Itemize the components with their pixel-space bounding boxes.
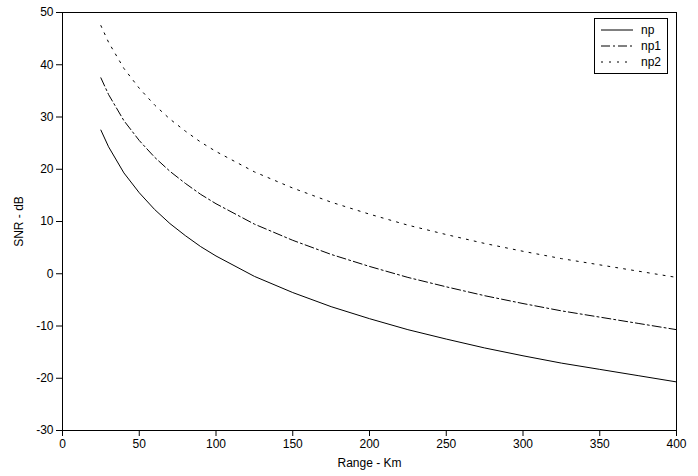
svg-text:-20: -20 <box>36 371 54 385</box>
svg-text:50: 50 <box>133 437 147 451</box>
svg-text:-10: -10 <box>36 319 54 333</box>
svg-text:-30: -30 <box>36 423 54 437</box>
html-text:np: np <box>641 23 655 37</box>
svg-text:400: 400 <box>666 437 686 451</box>
svg-text:200: 200 <box>359 437 379 451</box>
svg-text:30: 30 <box>40 110 54 124</box>
svg-text:10: 10 <box>40 214 54 228</box>
svg-text:50: 50 <box>40 5 54 19</box>
svg-text:0: 0 <box>59 437 66 451</box>
svg-text:350: 350 <box>590 437 610 451</box>
svg-text:300: 300 <box>513 437 533 451</box>
svg-text:40: 40 <box>40 58 54 72</box>
svg-text:20: 20 <box>40 162 54 176</box>
svg-text:100: 100 <box>206 437 226 451</box>
svg-text:250: 250 <box>436 437 456 451</box>
svg-text:0: 0 <box>47 267 54 281</box>
svg-text:150: 150 <box>283 437 303 451</box>
svg-text:Range - Km: Range - Km <box>337 456 401 470</box>
svg-text:SNR - dB: SNR - dB <box>12 196 26 247</box>
html-text:np1: np1 <box>641 39 661 53</box>
html-text:np2: np2 <box>641 55 661 69</box>
